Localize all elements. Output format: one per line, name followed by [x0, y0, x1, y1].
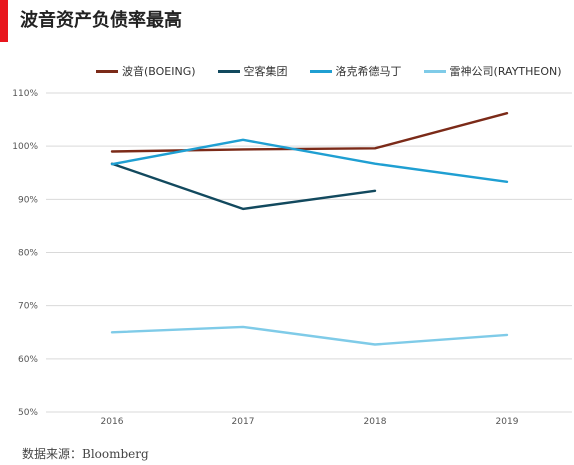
legend-label-boeing: 波音(BOEING) [122, 65, 196, 78]
title-accent-bar [0, 0, 8, 42]
y-tick-label: 80% [18, 249, 38, 259]
legend-item-lockheed: 洛克希德马丁 [309, 63, 402, 79]
series-line-1 [110, 162, 377, 211]
chart-title: 波音资产负债率最高 [20, 10, 182, 31]
legend-item-boeing: 波音(BOEING) [96, 63, 196, 79]
y-tick-label: 70% [18, 302, 38, 312]
legend-item-airbus: 空客集团 [217, 63, 288, 79]
series-line-2 [110, 138, 509, 184]
x-tick-label: 2019 [496, 417, 519, 427]
x-tick-label: 2017 [232, 417, 255, 427]
y-tick-label: 60% [18, 355, 38, 365]
chart-legend: 波音(BOEING) 空客集团 洛克希德马丁 雷神公司(RAYTHEON) [96, 63, 574, 79]
legend-swatch-raytheon [423, 69, 446, 73]
x-tick-label: 2018 [364, 417, 387, 427]
legend-swatch-airbus [217, 69, 240, 73]
y-tick-label: 50% [18, 408, 38, 418]
legend-swatch-lockheed [309, 69, 332, 73]
source-note: 数据来源：Bloomberg [22, 447, 149, 461]
series-line-3 [110, 325, 509, 346]
series-line-0 [110, 112, 509, 153]
legend-label-airbus: 空客集团 [243, 65, 288, 78]
legend-swatch-boeing [96, 69, 118, 73]
y-tick-label: 110% [12, 89, 38, 99]
line-chart: 50% 60% 70% 80% 90% 100% 110% 2016 2017 2018 2019 [12, 89, 572, 427]
y-tick-label: 100% [12, 142, 38, 152]
legend-item-raytheon: 雷神公司(RAYTHEON) [423, 63, 562, 79]
legend-label-lockheed: 洛克希德马丁 [335, 65, 402, 78]
legend-label-raytheon: 雷神公司(RAYTHEON) [449, 65, 562, 78]
x-tick-label: 2016 [101, 417, 124, 427]
y-tick-label: 90% [18, 195, 38, 205]
